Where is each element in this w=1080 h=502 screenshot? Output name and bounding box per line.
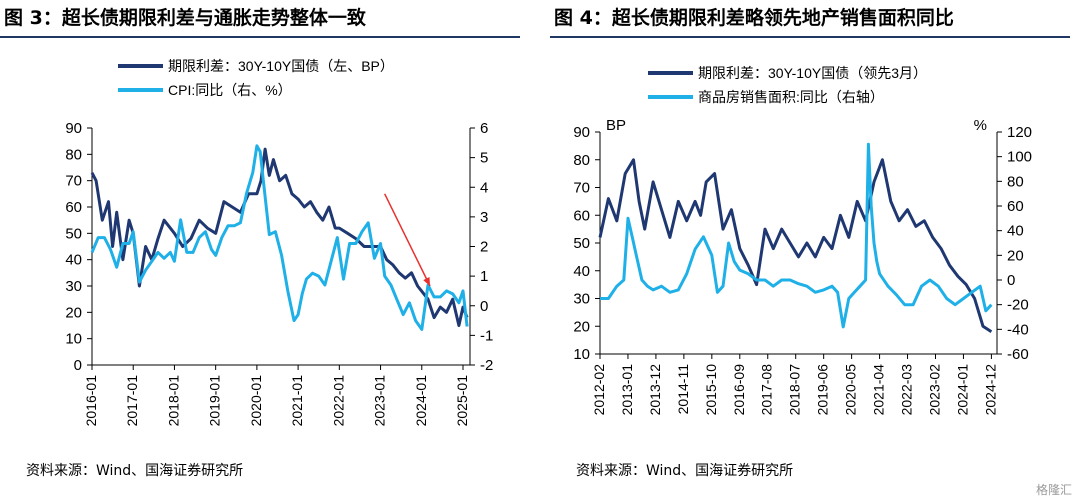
- y-left-tick-label: 50: [573, 235, 590, 252]
- x-tick-label: 2024-12: [982, 364, 998, 416]
- x-tick-label: 2025-01: [454, 375, 470, 427]
- y-right-unit-label: %: [974, 117, 987, 134]
- x-tick-label: 2020-01: [248, 375, 264, 427]
- series-line-1: [90, 147, 469, 327]
- chart-title: 图 3：超长债期限利差与通胀走势整体一致: [4, 7, 366, 29]
- y-left-tick-label: 60: [65, 199, 82, 216]
- y-right-tick-label: -1: [480, 327, 493, 344]
- y-left-tick-label: 0: [74, 357, 82, 374]
- y-left-tick-label: 20: [573, 318, 590, 335]
- legend-label: 期限利差：30Y-10Y国债（领先3月）: [698, 65, 927, 81]
- y-left-tick-label: 50: [65, 225, 82, 242]
- y-left-tick-label: 60: [573, 207, 590, 224]
- y-left-tick-label: 10: [65, 331, 82, 348]
- x-tick-label: 2022-01: [330, 375, 346, 427]
- chart-title: 图 4：超长债期限利差略领先地产销售面积同比: [554, 7, 954, 29]
- y-left-tick-label: 80: [65, 146, 82, 163]
- x-tick-label: 2018-01: [165, 375, 181, 427]
- y-right-tick-label: -20: [1007, 297, 1029, 314]
- x-tick-label: 2024-01: [954, 364, 970, 416]
- y-right-tick-label: 100: [1007, 149, 1032, 166]
- y-right-tick-label: 80: [1007, 173, 1024, 190]
- legend-label: CPI:同比（右、%）: [168, 82, 292, 98]
- legend-label: 商品房销售面积:同比（右轴）: [698, 89, 884, 105]
- x-tick-label: 2017-08: [759, 364, 775, 416]
- trend-arrow-line: [383, 193, 431, 287]
- title-divider: [0, 36, 520, 38]
- y-right-tick-label: 20: [1007, 247, 1024, 264]
- y-right-tick-label: -40: [1007, 321, 1029, 338]
- x-tick-label: 2020-05: [843, 364, 859, 416]
- x-tick-label: 2018-07: [787, 364, 803, 416]
- y-left-tick-label: 10: [573, 346, 590, 363]
- x-tick-label: 2023-01: [372, 375, 388, 427]
- y-right-tick-label: 120: [1007, 124, 1032, 141]
- y-left-unit-label: BP: [606, 117, 626, 134]
- x-tick-label: 2017-01: [124, 375, 140, 427]
- y-right-tick-label: 0: [1007, 272, 1015, 289]
- chart-panel-left: 图 3：超长债期限利差与通胀走势整体一致 0 10 20 30 40 50 60 70 80 90…: [0, 0, 530, 502]
- x-tick-label: 2014-11: [675, 364, 691, 415]
- series-line-2: [90, 144, 469, 331]
- y-right-tick-label: 60: [1007, 198, 1024, 215]
- y-left-tick-label: 30: [573, 291, 590, 308]
- source-note: 资料来源：Wind、国海证券研究所: [26, 463, 244, 479]
- x-tick-label: 2022-03: [899, 364, 915, 416]
- y-right-tick-label: 4: [480, 179, 488, 196]
- y-right-tick-label: 6: [480, 120, 488, 137]
- trend-arrow-head: [423, 277, 431, 286]
- watermark-logo: 格隆汇: [1035, 483, 1072, 497]
- y-right-tick-label: 3: [480, 209, 488, 226]
- y-left-tick-label: 90: [573, 124, 590, 141]
- y-left-tick-label: 70: [65, 173, 82, 190]
- y-left-tick-label: 80: [573, 152, 590, 169]
- x-tick-label: 2016-09: [731, 364, 747, 416]
- chart-right-svg: 10 20 30 40 50 60 70 80 90 -60 -40 -20 0 20 40 60 80 100 1…: [573, 65, 1032, 416]
- y-left-tick-label: 70: [573, 180, 590, 197]
- y-right-tick-label: 40: [1007, 223, 1024, 240]
- y-right-tick-label: -2: [480, 357, 493, 374]
- x-tick-label: 2016-01: [83, 375, 99, 427]
- x-tick-label: 2021-04: [871, 364, 887, 416]
- x-tick-label: 2013-12: [647, 364, 663, 416]
- y-right-tick-label: 5: [480, 150, 488, 167]
- x-tick-label: 2015-10: [703, 364, 719, 416]
- title-divider: [550, 36, 1070, 38]
- y-left-tick-label: 90: [65, 120, 82, 137]
- y-right-tick-label: 0: [480, 298, 488, 315]
- y-left-tick-label: 40: [65, 252, 82, 269]
- x-tick-label: 2023-02: [926, 364, 942, 416]
- legend-label: 期限利差：30Y-10Y国债（左、BP）: [168, 58, 394, 74]
- x-tick-label: 2021-01: [289, 375, 305, 427]
- source-note: 资料来源：Wind、国海证券研究所: [576, 463, 794, 479]
- series-line-1: [598, 158, 993, 334]
- x-tick-label: 2013-01: [619, 364, 635, 416]
- y-right-tick-label: 1: [480, 268, 488, 285]
- x-tick-label: 2019-01: [207, 375, 223, 427]
- x-tick-label: 2012-02: [591, 364, 607, 416]
- y-left-tick-label: 20: [65, 304, 82, 321]
- series-line-2: [600, 142, 993, 329]
- chart-panel-right: 图 4：超长债期限利差略领先地产销售面积同比 10 20 30 40 50 60 70 80 9…: [550, 0, 1080, 502]
- x-tick-label: 2019-06: [815, 364, 831, 416]
- chart-left-svg: 0 10 20 30 40 50 60 70 80 90 -2 -1 0 1 2 3 4 5 6 2016-01 201…: [65, 58, 493, 427]
- x-tick-label: 2024-01: [413, 375, 429, 427]
- y-left-tick-label: 40: [573, 263, 590, 280]
- y-left-tick-label: 30: [65, 278, 82, 295]
- y-right-tick-label: -60: [1007, 346, 1029, 363]
- y-right-tick-label: 2: [480, 239, 488, 256]
